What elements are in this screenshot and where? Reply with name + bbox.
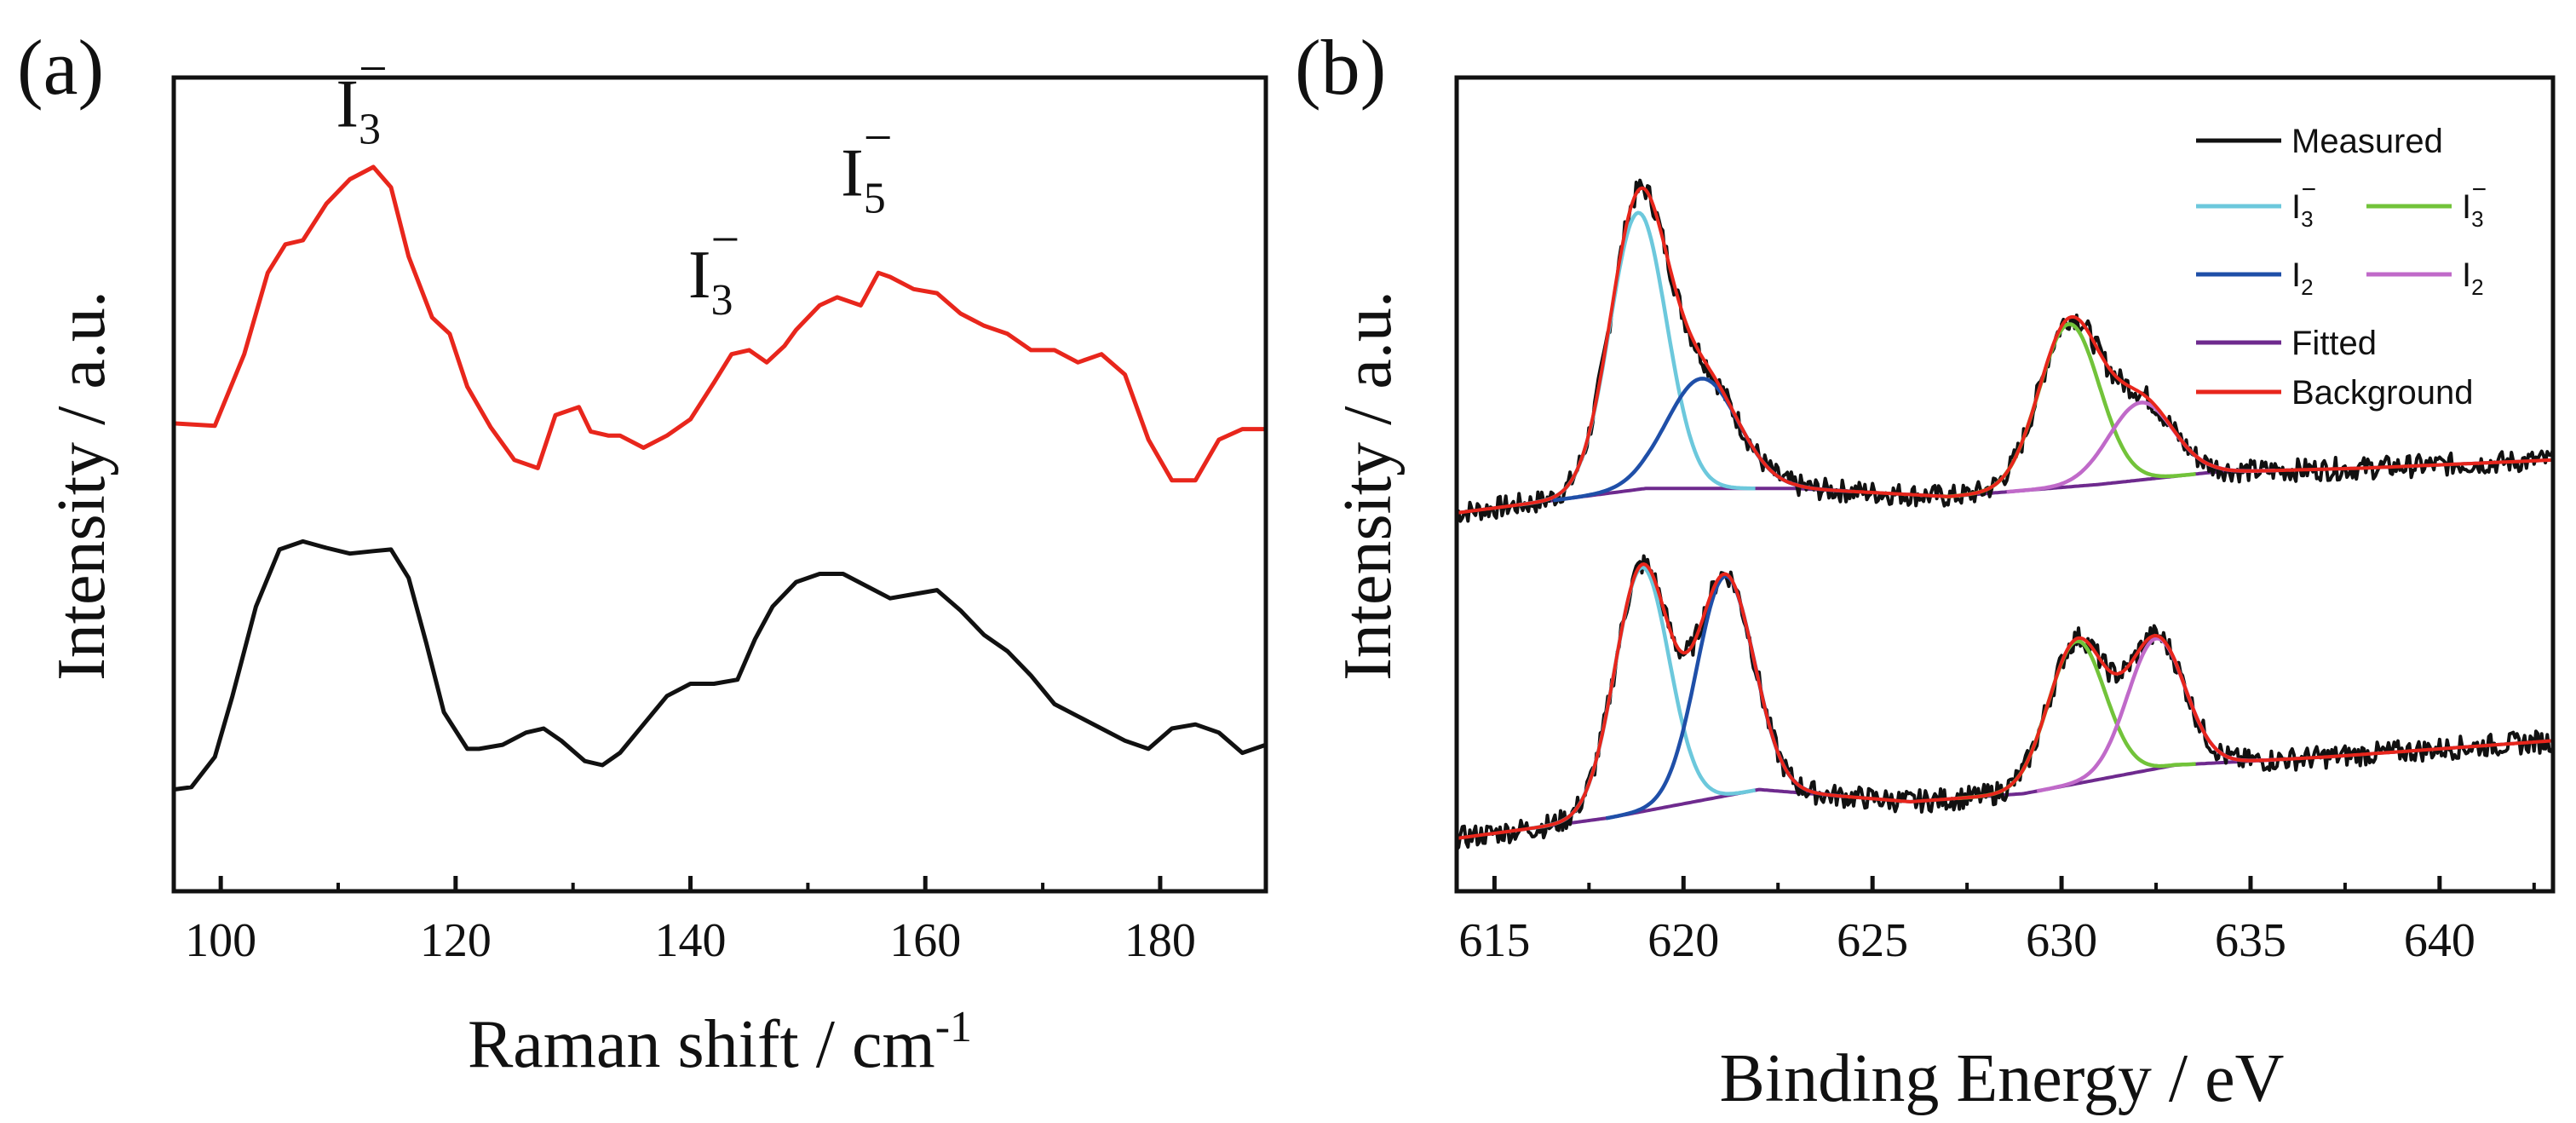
legend-label: Background	[2291, 374, 2473, 412]
x-tick-label: 160	[889, 914, 961, 967]
panel-a-x-axis-label: Raman shift / cm-1	[468, 1003, 972, 1082]
panel-a-plot-frame	[171, 75, 1268, 894]
panel-a-y-axis-label: Intensity / a.u.	[44, 291, 119, 681]
panel-b-y-axis-label: Intensity / a.u.	[1331, 291, 1406, 681]
panel-b: (b) 615 620 625 630 635 640 Measured I3− I3− I2 I…	[1295, 24, 2556, 1116]
x-tick-label: 120	[420, 914, 492, 967]
peak-component-line	[1605, 574, 1845, 821]
panel-b-series	[1455, 178, 2555, 851]
legend-label: I2	[2462, 256, 2484, 300]
x-tick-label: 630	[2026, 914, 2097, 967]
x-tick-label: 620	[1647, 914, 1719, 967]
measured-line	[1455, 554, 2555, 851]
x-tick-label: 140	[655, 914, 727, 967]
x-tick-label: 625	[1837, 914, 1908, 967]
fitted-envelope-line	[1456, 562, 2554, 840]
x-tick-label: 615	[1458, 914, 1530, 967]
panel-b-plot-frame	[1454, 75, 2556, 894]
legend-label: Fitted	[2291, 325, 2377, 362]
panel-b-x-ticks: 615 620 625 630 635 640	[1458, 876, 2536, 967]
legend-label: I3−	[2291, 176, 2316, 232]
peak-component-line	[1518, 210, 1756, 507]
x-tick-label: 635	[2215, 914, 2286, 967]
x-tick-label: 640	[2404, 914, 2475, 967]
legend-label: Measured	[2291, 123, 2443, 160]
x-tick-label: 180	[1124, 914, 1196, 967]
panel-b-x-axis-label: Binding Energy / eV	[1720, 1041, 2285, 1116]
legend-label: I2	[2291, 256, 2314, 300]
legend-label: I3−	[2462, 176, 2487, 232]
measured-line	[1455, 178, 2555, 523]
panel-a-x-ticks: 100 120 140 160 180	[185, 876, 1196, 967]
panel-a-label: (a)	[17, 24, 104, 111]
annotation-label: I5−	[841, 109, 892, 222]
panel-a: (a) I3− I3− I5− 100 120 140 160 180 Raman shif…	[17, 24, 1268, 1082]
annotation-label: I3−	[336, 40, 387, 153]
panel-a-annotations: I3− I3− I5−	[336, 40, 892, 325]
annotation-label: I3−	[688, 211, 739, 325]
series-line-upper	[173, 164, 1266, 483]
fitted-envelope-line	[1456, 186, 2554, 515]
x-tick-label: 100	[185, 914, 256, 967]
panel-b-legend: Measured I3− I3− I2 I2 Fitted Background	[2196, 123, 2487, 412]
series-line-lower	[173, 538, 1267, 792]
peak-component-line	[1527, 565, 1757, 831]
panel-b-label: (b)	[1295, 24, 1386, 111]
panel-a-series	[173, 164, 1267, 792]
peak-component-line	[1957, 639, 2196, 801]
